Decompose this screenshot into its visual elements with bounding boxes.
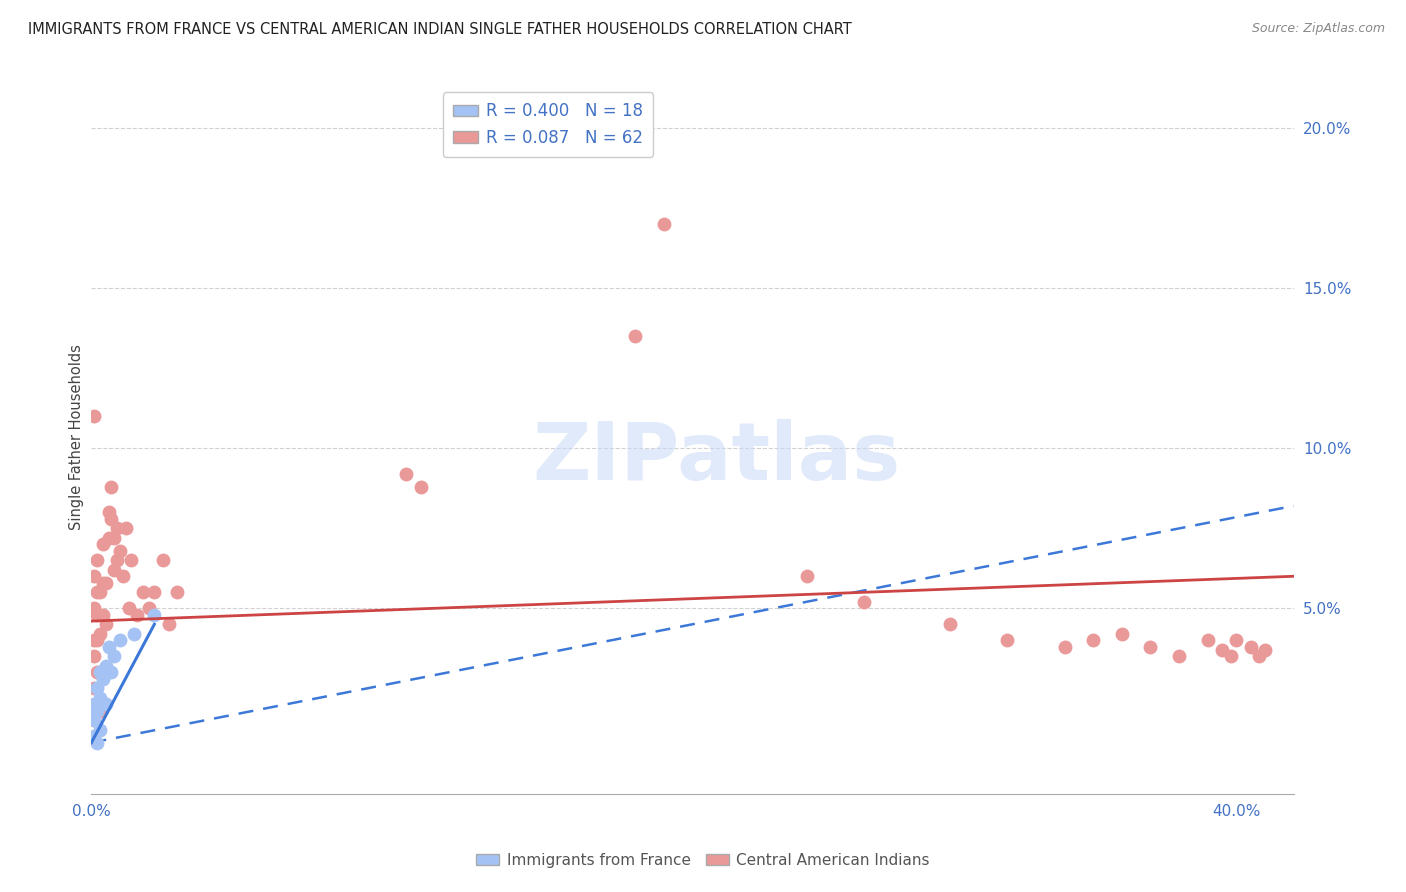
Point <box>1111 627 1133 641</box>
Point <box>91 575 114 590</box>
Point <box>91 537 114 551</box>
Point <box>97 505 120 519</box>
Point <box>1249 649 1271 664</box>
Point <box>1219 649 1241 664</box>
Point <box>1081 633 1104 648</box>
Point <box>89 585 111 599</box>
Point <box>83 649 105 664</box>
Point <box>132 585 155 599</box>
Text: IMMIGRANTS FROM FRANCE VS CENTRAL AMERICAN INDIAN SINGLE FATHER HOUSEHOLDS CORRE: IMMIGRANTS FROM FRANCE VS CENTRAL AMERIC… <box>28 22 852 37</box>
Point <box>89 627 111 641</box>
Point <box>995 633 1018 648</box>
Point <box>117 601 139 615</box>
Point <box>105 553 128 567</box>
Point <box>1225 633 1247 648</box>
Point <box>97 531 120 545</box>
Point <box>853 595 876 609</box>
Point <box>103 649 125 664</box>
Point <box>97 640 120 654</box>
Point <box>86 698 108 712</box>
Text: Source: ZipAtlas.com: Source: ZipAtlas.com <box>1251 22 1385 36</box>
Point <box>89 665 111 680</box>
Point <box>1211 643 1233 657</box>
Point <box>624 329 647 343</box>
Point <box>114 521 136 535</box>
Point <box>124 627 146 641</box>
Point <box>100 665 122 680</box>
Point <box>138 601 160 615</box>
Point <box>1197 633 1219 648</box>
Point <box>83 729 105 743</box>
Point <box>83 681 105 696</box>
Y-axis label: Single Father Households: Single Father Households <box>69 344 84 530</box>
Point <box>86 585 108 599</box>
Point <box>83 569 105 583</box>
Point <box>166 585 188 599</box>
Legend: R = 0.400   N = 18, R = 0.087   N = 62: R = 0.400 N = 18, R = 0.087 N = 62 <box>443 92 654 156</box>
Point <box>86 681 108 696</box>
Point <box>89 665 111 680</box>
Point <box>143 607 166 622</box>
Point <box>796 569 818 583</box>
Point <box>103 531 125 545</box>
Point <box>89 723 111 737</box>
Point <box>127 607 149 622</box>
Point <box>83 633 105 648</box>
Point <box>94 659 117 673</box>
Point <box>83 713 105 727</box>
Point <box>86 704 108 718</box>
Point <box>1053 640 1076 654</box>
Point <box>395 467 418 481</box>
Point <box>86 633 108 648</box>
Point <box>652 217 675 231</box>
Point <box>94 575 117 590</box>
Point <box>1254 643 1277 657</box>
Point <box>86 665 108 680</box>
Legend: Immigrants from France, Central American Indians: Immigrants from France, Central American… <box>470 847 936 873</box>
Point <box>1239 640 1261 654</box>
Point <box>409 480 432 494</box>
Point <box>91 672 114 686</box>
Point <box>121 553 143 567</box>
Point <box>86 607 108 622</box>
Point <box>83 601 105 615</box>
Point <box>100 511 122 525</box>
Point <box>86 553 108 567</box>
Point <box>111 569 134 583</box>
Point <box>83 409 105 424</box>
Point <box>152 553 174 567</box>
Point <box>108 543 131 558</box>
Point <box>89 704 111 718</box>
Point <box>94 617 117 632</box>
Point <box>1139 640 1161 654</box>
Text: ZIPatlas: ZIPatlas <box>533 419 901 498</box>
Point <box>100 480 122 494</box>
Point <box>94 698 117 712</box>
Point <box>157 617 180 632</box>
Point <box>1168 649 1191 664</box>
Point <box>89 690 111 705</box>
Point <box>86 736 108 750</box>
Point <box>105 521 128 535</box>
Point <box>939 617 962 632</box>
Point <box>91 607 114 622</box>
Point <box>108 633 131 648</box>
Point <box>103 563 125 577</box>
Point <box>83 698 105 712</box>
Point <box>83 713 105 727</box>
Point <box>143 585 166 599</box>
